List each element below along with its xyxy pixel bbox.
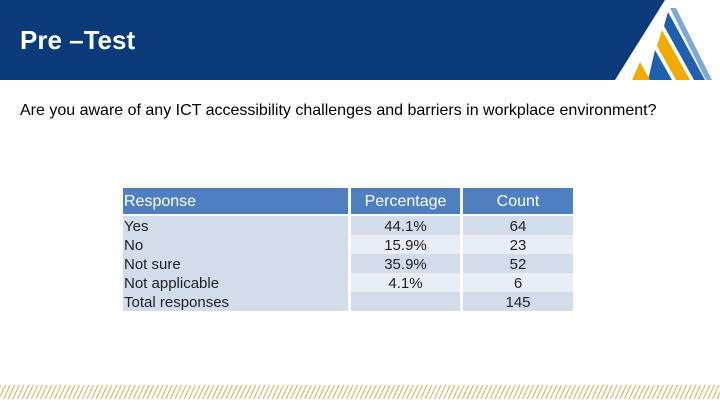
response-label: Not sure	[124, 256, 181, 273]
percentage-value: 4.1%	[388, 275, 423, 292]
table-row	[351, 235, 460, 254]
response-label: Yes	[124, 218, 149, 235]
header-cell-response	[123, 188, 348, 214]
percentage-value: 35.9%	[384, 256, 427, 273]
table-row	[351, 216, 460, 235]
response-label: Total responses	[124, 294, 230, 311]
response-label: No	[124, 237, 144, 254]
percentage-value: 44.1%	[384, 218, 427, 235]
slide-title: Pre –Test	[20, 25, 136, 55]
table-row	[463, 216, 573, 235]
table-row	[351, 254, 460, 273]
header-cell-count	[463, 188, 573, 214]
count-value: 23	[509, 237, 527, 254]
header-cell-percentage	[351, 188, 460, 214]
table-row	[463, 273, 573, 292]
count-value: 52	[509, 256, 527, 273]
column-header-response: Response	[124, 193, 197, 210]
count-value: 64	[509, 218, 527, 235]
footer-stripe-decoration	[0, 385, 720, 399]
response-label: Not applicable	[124, 275, 220, 292]
table-row	[351, 292, 460, 311]
response-column-body	[123, 216, 348, 311]
slide-header: Pre –Test	[0, 0, 720, 80]
table-row	[463, 292, 573, 311]
header-banner	[0, 0, 712, 80]
survey-question: Are you aware of any ICT accessibility c…	[20, 102, 657, 119]
count-value: 145	[505, 294, 531, 311]
column-header-percentage: Percentage	[364, 193, 447, 210]
count-value: 6	[513, 275, 523, 292]
table-row	[463, 254, 573, 273]
logo-icon	[632, 8, 712, 80]
table-row	[463, 235, 573, 254]
column-header-count: Count	[496, 193, 540, 210]
table-row	[351, 273, 460, 292]
percentage-value: 15.9%	[384, 237, 427, 254]
